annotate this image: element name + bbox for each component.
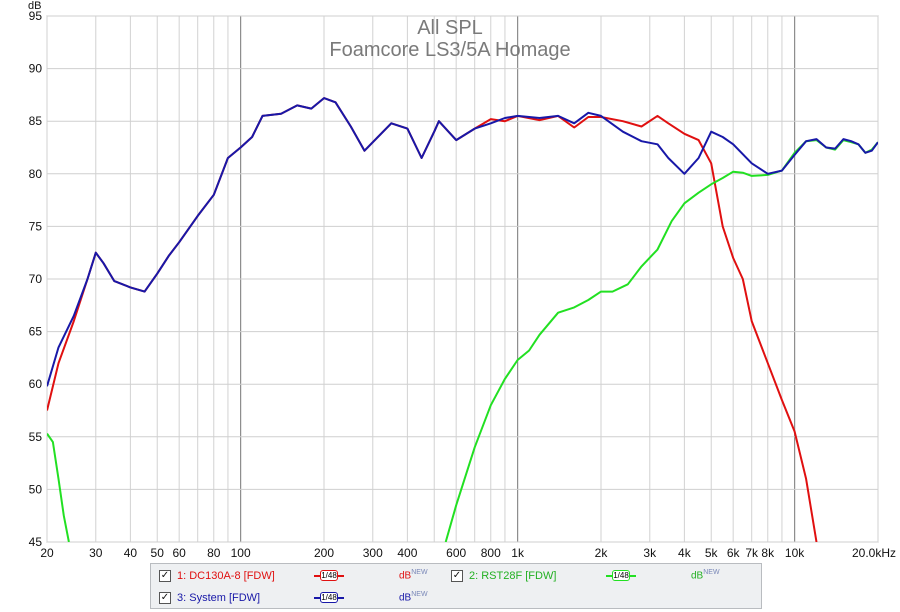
checkbox-system[interactable]: ✓ <box>159 592 171 604</box>
x-tick-label: 20 <box>40 546 54 560</box>
x-tick-label: 50 <box>151 546 165 560</box>
legend-row-1: ✓ 1: DC130A-8 [FDW] 1/48 dBNEW ✓ 2: RST2… <box>151 566 761 586</box>
legend-item-dc130a[interactable]: ✓ 1: DC130A-8 [FDW] <box>159 566 275 586</box>
x-tick-label: 80 <box>207 546 221 560</box>
x-tick-label: 5k <box>705 546 719 560</box>
x-tick-labels: 20 30 40 50 60 80 100 200 300 400 600 800 1k 2k 3k 4k 5k… <box>40 546 896 560</box>
x-tick-label: 4k <box>678 546 692 560</box>
frequency-response-chart: All SPL Foamcore LS3/5A Homage dB 45 50 55… <box>28 0 896 560</box>
unit-sup-rst28f: NEW <box>703 569 720 576</box>
unit-sup-system: NEW <box>411 591 428 598</box>
x-tick-label: 100 <box>231 546 251 560</box>
y-tick-labels: 45 50 55 60 65 70 75 80 85 90 95 <box>29 9 43 549</box>
smoothing-control-dc130a[interactable]: 1/48 <box>314 570 344 582</box>
y-tick-label: 75 <box>29 219 43 233</box>
smoothing-value-dc130a: 1/48 <box>320 570 338 581</box>
unit-dc130a[interactable]: dBNEW <box>399 569 428 581</box>
series-line-3 <box>47 97 878 387</box>
chart-title: All SPL <box>417 17 483 39</box>
series-lines <box>47 97 878 542</box>
x-tick-label: 600 <box>446 546 466 560</box>
unit-label-dc130a: dB <box>399 570 412 582</box>
chart-subtitle: Foamcore LS3/5A Homage <box>329 39 570 61</box>
checkbox-rst28f[interactable]: ✓ <box>451 570 463 582</box>
x-tick-label: 800 <box>481 546 501 560</box>
y-tick-label: 70 <box>29 272 43 286</box>
y-tick-label: 90 <box>29 62 43 76</box>
legend-item-rst28f[interactable]: ✓ 2: RST28F [FDW] <box>451 566 556 586</box>
legend-item-system[interactable]: ✓ 3: System [FDW] <box>159 588 260 608</box>
smoothing-value-rst28f: 1/48 <box>612 570 630 581</box>
y-tick-label: 80 <box>29 167 43 181</box>
series-line-2 <box>47 433 70 542</box>
legend-label-rst28f: 2: RST28F [FDW] <box>469 570 557 582</box>
x-tick-label: 3k <box>643 546 657 560</box>
y-tick-label: 50 <box>29 482 43 496</box>
unit-sup-dc130a: NEW <box>411 569 428 576</box>
x-tick-label: 20.0kHz <box>852 546 896 560</box>
x-tick-label: 200 <box>314 546 334 560</box>
smoothing-control-system[interactable]: 1/48 <box>314 592 344 604</box>
smoothing-control-rst28f[interactable]: 1/48 <box>606 570 636 582</box>
y-tick-label: 45 <box>29 535 43 549</box>
y-tick-label: 60 <box>29 377 43 391</box>
legend: ✓ 1: DC130A-8 [FDW] 1/48 dBNEW ✓ 2: RST2… <box>150 563 762 609</box>
x-tick-label: 60 <box>172 546 186 560</box>
y-axis-label: dB <box>28 0 41 12</box>
y-tick-label: 95 <box>29 9 43 23</box>
unit-system[interactable]: dBNEW <box>399 591 428 603</box>
legend-row-2: ✓ 3: System [FDW] 1/48 dBNEW <box>151 588 761 608</box>
smoothing-value-system: 1/48 <box>320 592 338 603</box>
unit-label-rst28f: dB <box>691 570 704 582</box>
checkbox-dc130a[interactable]: ✓ <box>159 570 171 582</box>
x-tick-label: 6k <box>727 546 741 560</box>
x-tick-label: 1k <box>511 546 525 560</box>
y-tick-label: 55 <box>29 430 43 444</box>
grid-lines <box>46 15 879 543</box>
unit-rst28f[interactable]: dBNEW <box>691 569 720 581</box>
x-tick-label: 30 <box>89 546 103 560</box>
y-tick-label: 85 <box>29 114 43 128</box>
unit-label-system: dB <box>399 592 412 604</box>
x-tick-label: 7k <box>745 546 759 560</box>
x-tick-label: 40 <box>124 546 138 560</box>
x-tick-label: 300 <box>363 546 383 560</box>
x-tick-label: 2k <box>595 546 609 560</box>
legend-label-dc130a: 1: DC130A-8 [FDW] <box>177 570 275 582</box>
x-tick-label: 10k <box>785 546 805 560</box>
legend-label-system: 3: System [FDW] <box>177 592 261 604</box>
x-tick-label: 400 <box>397 546 417 560</box>
y-tick-label: 65 <box>29 325 43 339</box>
x-tick-label: 8k <box>761 546 775 560</box>
